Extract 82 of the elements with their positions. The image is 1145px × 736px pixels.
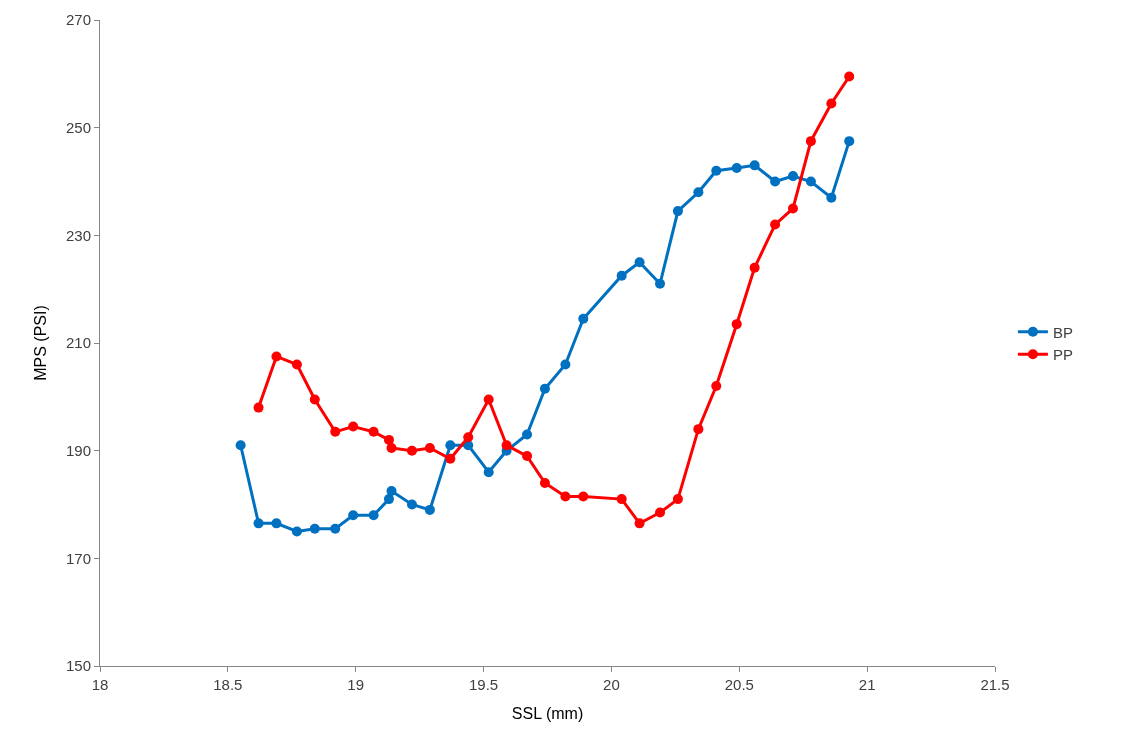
point [731,163,742,174]
point [522,429,533,440]
point [386,486,397,497]
point [386,442,397,453]
y-tick-label: 230 [65,226,91,244]
y-tick-label: 250 [65,118,91,136]
point [253,402,264,413]
point [578,491,589,502]
point [749,160,760,171]
point [655,507,666,518]
point [406,499,417,510]
point [616,270,627,281]
y-tick-label: 150 [65,657,91,675]
point [560,491,571,502]
point [483,467,494,478]
point [383,494,394,505]
point [445,453,456,464]
point [826,98,837,109]
point [711,165,722,176]
point [501,440,512,451]
point [368,426,379,437]
point [309,394,320,405]
point [826,192,837,203]
point [787,171,798,182]
point [291,526,302,537]
point [731,319,742,330]
y-tick-label: 210 [65,334,91,352]
point [634,518,645,529]
point [348,510,359,521]
point [560,359,571,370]
point [770,176,781,187]
point [805,136,816,147]
x-tick-label: 20.5 [724,676,754,693]
point [539,477,550,488]
point [693,187,704,198]
point [424,504,435,515]
point [406,445,417,456]
x-tick-label: 19.5 [468,676,499,693]
point [655,278,666,289]
y-axis-title: MPS (PSI) [31,305,49,381]
point [235,440,246,451]
point [672,206,683,217]
point [330,523,341,534]
y-tick-label: 270 [65,11,91,29]
point [672,494,683,505]
legend-label: PP [1052,346,1073,364]
x-tick-label: 18.5 [213,676,243,693]
point [271,351,282,362]
point [787,203,798,214]
point [309,523,320,534]
point [522,451,533,462]
x-tick-label: 21.5 [980,676,1010,693]
x-tick-label: 19 [347,676,365,693]
point [578,313,589,324]
point [844,136,855,147]
point [711,381,722,392]
point [463,432,474,443]
point [253,518,264,529]
point [271,518,282,529]
point [291,359,302,370]
point [368,510,379,521]
point [539,383,550,394]
y-tick-label: 170 [65,549,91,567]
point [483,394,494,405]
point [749,262,760,273]
point [348,421,359,432]
x-tick-label: 18 [91,676,109,693]
point [844,71,855,82]
point [805,176,816,187]
point [693,424,704,435]
point [770,219,781,230]
point [330,426,341,437]
point [616,494,627,505]
point [634,257,645,268]
y-tick-label: 190 [65,441,91,459]
point [445,440,456,451]
x-axis-title: SSL (mm) [511,704,584,722]
point [383,434,394,445]
point [424,442,435,453]
x-tick-label: 21 [858,676,876,693]
legend-label: BP [1052,323,1073,341]
x-tick-label: 20 [603,676,620,693]
